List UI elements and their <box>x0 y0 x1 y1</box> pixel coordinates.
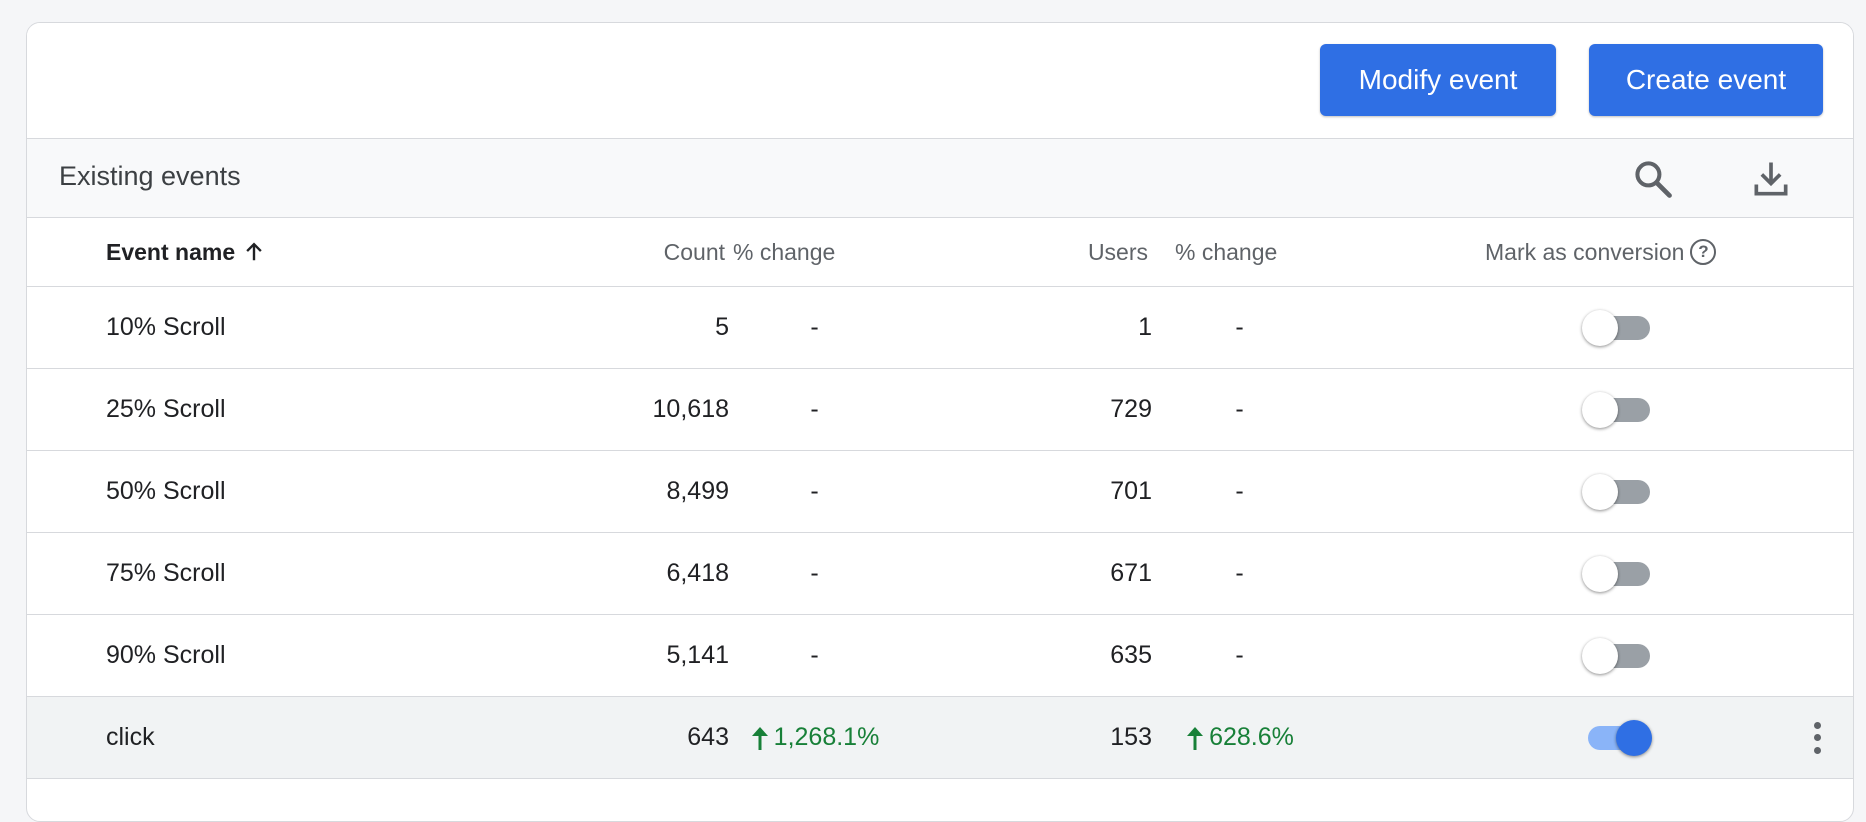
table-row[interactable]: click 643 1,268.1% 153 628.6% <box>27 697 1853 779</box>
table-row[interactable]: 50% Scroll 8,499 - 701 - <box>27 451 1853 533</box>
toggle-knob <box>1582 555 1618 592</box>
mark-as-conversion-cell <box>1467 533 1767 614</box>
more-options-button[interactable] <box>1805 697 1829 778</box>
arrow-up-icon <box>751 726 768 750</box>
event-count: 643 <box>687 723 729 751</box>
users-change-value: 628.6% <box>1185 723 1294 752</box>
existing-events-header: Existing events <box>27 139 1853 218</box>
event-name: 90% Scroll <box>106 641 226 669</box>
column-header-count-change[interactable]: % change <box>733 238 836 265</box>
help-icon[interactable]: ? <box>1690 239 1717 265</box>
users-change-text: 628.6% <box>1209 723 1294 751</box>
count-change-text: 1,268.1% <box>773 723 880 751</box>
create-event-button[interactable]: Create event <box>1589 44 1823 116</box>
event-count: 8,499 <box>666 477 729 505</box>
count-change: - <box>810 477 819 505</box>
column-header-mark-as-conversion: Mark as conversion ? <box>1485 218 1717 286</box>
events-card: Modify event Create event Existing event… <box>26 22 1854 822</box>
table-body: 10% Scroll 5-1-25% Scroll 10,618-729-50% S… <box>27 287 1853 779</box>
toggle-knob <box>1582 473 1618 510</box>
column-header-users[interactable]: Users <box>1087 238 1148 265</box>
count-change: - <box>810 395 819 423</box>
event-name: 25% Scroll <box>106 395 226 423</box>
users-change: 628.6% <box>1167 697 1312 778</box>
conversion-toggle[interactable] <box>1582 719 1652 756</box>
count-change: - <box>810 559 819 587</box>
count-change: - <box>810 641 819 669</box>
search-icon[interactable] <box>1631 157 1675 201</box>
event-users: 671 <box>1110 559 1152 587</box>
download-icon[interactable] <box>1749 157 1793 201</box>
mark-as-conversion-cell <box>1467 451 1767 532</box>
arrow-up-icon <box>1187 726 1204 750</box>
conversion-toggle[interactable] <box>1582 309 1652 346</box>
table-header: Event name Count % change Users % change… <box>27 218 1853 287</box>
mark-as-conversion-cell <box>1467 697 1767 778</box>
conversion-toggle[interactable] <box>1582 555 1652 592</box>
event-users: 1 <box>1138 313 1152 341</box>
conversion-toggle[interactable] <box>1582 473 1652 510</box>
column-header-users-change[interactable]: % change <box>1175 238 1278 265</box>
conversion-toggle[interactable] <box>1582 391 1652 428</box>
event-name: click <box>106 723 155 751</box>
count-change: - <box>810 313 819 341</box>
event-count: 5 <box>715 313 729 341</box>
users-change: - <box>1235 641 1244 669</box>
event-users: 153 <box>1110 723 1152 751</box>
toggle-knob <box>1582 309 1618 346</box>
count-change: 1,268.1% <box>747 697 882 778</box>
toggle-knob <box>1582 637 1618 674</box>
mark-as-conversion-cell <box>1467 369 1767 450</box>
column-header-event-name-label: Event name <box>106 238 236 265</box>
event-count: 10,618 <box>652 395 729 423</box>
mark-as-conversion-cell <box>1467 615 1767 696</box>
users-change: - <box>1235 559 1244 587</box>
users-change: - <box>1235 313 1244 341</box>
event-users: 701 <box>1110 477 1152 505</box>
event-count: 6,418 <box>666 559 729 587</box>
section-title: Existing events <box>59 161 241 191</box>
users-change: - <box>1235 477 1244 505</box>
event-users: 729 <box>1110 395 1152 423</box>
toggle-knob <box>1616 719 1652 756</box>
arrow-up-icon <box>246 242 262 261</box>
action-bar: Modify event Create event <box>27 23 1853 139</box>
event-name: 75% Scroll <box>106 559 226 587</box>
column-header-event-name[interactable]: Event name <box>106 218 265 286</box>
more-vert-icon <box>1813 721 1821 754</box>
table-row[interactable]: 25% Scroll 10,618 - 729 - <box>27 369 1853 451</box>
event-name: 50% Scroll <box>106 477 226 505</box>
toggle-knob <box>1582 391 1618 428</box>
users-change: - <box>1235 395 1244 423</box>
table-row[interactable]: 75% Scroll 6,418 - 671 - <box>27 533 1853 615</box>
event-name: 10% Scroll <box>106 313 226 341</box>
table-row[interactable]: 90% Scroll 5,141 - 635 - <box>27 615 1853 697</box>
column-header-mark-as-conversion-label: Mark as conversion <box>1485 238 1685 265</box>
mark-as-conversion-cell <box>1467 287 1767 368</box>
modify-event-button[interactable]: Modify event <box>1320 44 1556 116</box>
event-users: 635 <box>1110 641 1152 669</box>
table-row[interactable]: 10% Scroll 5 - 1 - <box>27 287 1853 369</box>
event-count: 5,141 <box>666 641 729 669</box>
column-header-count[interactable]: Count <box>663 238 725 265</box>
count-change-value: 1,268.1% <box>750 723 880 752</box>
conversion-toggle[interactable] <box>1582 637 1652 674</box>
